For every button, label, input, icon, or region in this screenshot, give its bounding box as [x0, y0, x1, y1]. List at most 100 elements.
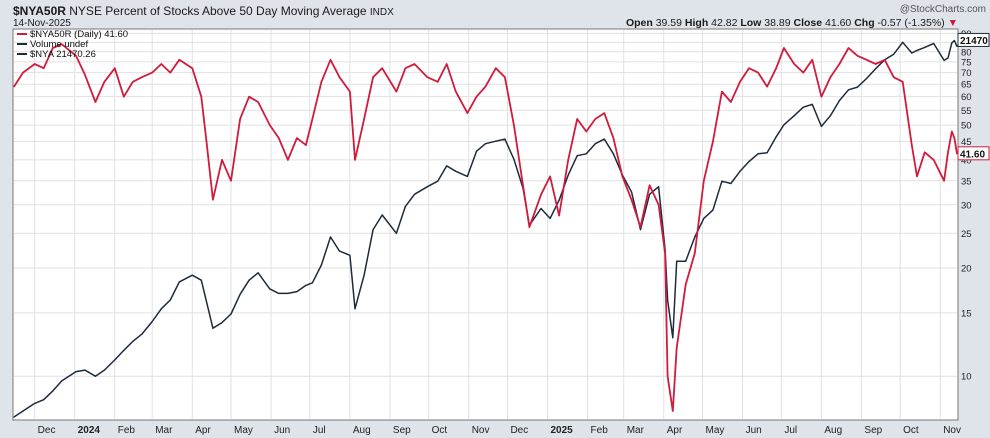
data-point — [178, 59, 180, 61]
data-point — [395, 91, 397, 93]
x-tick-label: 2025 — [551, 425, 574, 436]
chart-symbol: $NYA50R — [13, 4, 66, 18]
data-point — [94, 101, 96, 103]
data-point — [504, 138, 506, 140]
data-point — [13, 416, 15, 418]
data-point — [22, 410, 24, 412]
x-tick-label: Feb — [118, 425, 136, 436]
data-point — [455, 91, 457, 93]
chart-description: NYSE Percent of Stocks Above 50 Day Movi… — [69, 4, 367, 18]
chg-arrow-icon: ▼ — [947, 17, 958, 29]
data-point — [594, 143, 596, 145]
x-tick-label: Oct — [432, 425, 448, 436]
y-tick-label: 10 — [961, 372, 972, 383]
data-point — [43, 399, 45, 401]
close-value: 41.60 — [825, 17, 852, 29]
data-point — [630, 191, 633, 193]
data-point — [404, 205, 406, 207]
data-point — [793, 115, 795, 117]
data-point — [484, 86, 487, 88]
x-tick-label: Sep — [393, 425, 411, 436]
data-point — [933, 42, 935, 45]
data-point — [603, 112, 605, 114]
data-point — [703, 217, 705, 219]
x-tick-label: Nov — [472, 425, 490, 436]
data-point — [169, 299, 171, 301]
x-tick-label: Apr — [667, 425, 683, 436]
data-point — [169, 72, 171, 74]
legend-swatch — [17, 33, 27, 35]
data-point — [269, 124, 271, 126]
data-point — [338, 250, 341, 252]
x-tick-label: Jun — [274, 425, 290, 436]
data-point — [757, 72, 759, 74]
data-point — [594, 118, 596, 120]
data-point — [43, 67, 45, 69]
data-point — [437, 180, 439, 182]
y-tick-label: 35 — [961, 176, 972, 187]
data-point — [305, 144, 307, 146]
data-point — [951, 130, 953, 133]
data-point — [75, 55, 77, 57]
data-point — [160, 63, 162, 65]
chg-value: -0.57 (-1.35%) — [877, 17, 945, 29]
data-point — [558, 215, 560, 217]
data-point — [363, 274, 365, 276]
data-point — [528, 226, 531, 228]
x-tick-label: Mar — [627, 425, 645, 436]
data-point — [132, 81, 134, 83]
data-point — [802, 106, 804, 108]
data-point — [349, 91, 351, 93]
high-label: High — [684, 17, 709, 29]
data-point — [329, 59, 332, 61]
low-value: 38.89 — [764, 17, 791, 29]
data-point — [649, 184, 651, 186]
data-point — [658, 186, 660, 188]
low-label: Low — [740, 17, 762, 29]
data-point — [311, 118, 313, 120]
data-point — [953, 137, 956, 139]
data-point — [902, 41, 904, 43]
data-point — [612, 153, 615, 155]
data-point — [672, 337, 674, 339]
data-point — [672, 410, 674, 412]
data-point — [484, 143, 487, 145]
data-point — [248, 96, 250, 98]
data-point — [712, 209, 714, 211]
data-point — [676, 260, 678, 262]
data-point — [103, 369, 105, 371]
data-point — [239, 118, 241, 120]
close-label: Close — [793, 17, 823, 29]
data-point — [320, 264, 322, 266]
data-point — [829, 76, 832, 78]
data-point — [354, 308, 356, 310]
data-point — [296, 137, 298, 139]
data-point — [522, 184, 524, 186]
data-point — [676, 347, 678, 349]
x-tick-label: Dec — [510, 425, 528, 436]
data-point — [151, 320, 153, 323]
data-point — [114, 359, 116, 361]
data-point — [413, 193, 416, 195]
data-point — [513, 158, 515, 160]
plot-background — [12, 28, 959, 421]
data-point — [576, 155, 578, 157]
x-tick-label: May — [234, 425, 253, 436]
data-point — [212, 327, 214, 329]
data-point — [802, 72, 804, 74]
data-point — [395, 232, 397, 234]
data-point — [151, 72, 153, 74]
data-point — [287, 159, 289, 161]
data-point — [757, 153, 759, 155]
data-point — [783, 124, 785, 126]
data-point — [951, 42, 953, 44]
data-point — [287, 292, 289, 294]
data-point — [446, 165, 448, 167]
y-tick-label: 30 — [961, 200, 972, 211]
data-point — [956, 45, 958, 48]
series-line-nya50r — [13, 43, 958, 412]
watermark: @StockCharts.com — [899, 4, 986, 15]
data-point — [114, 67, 116, 69]
data-point — [475, 96, 478, 98]
